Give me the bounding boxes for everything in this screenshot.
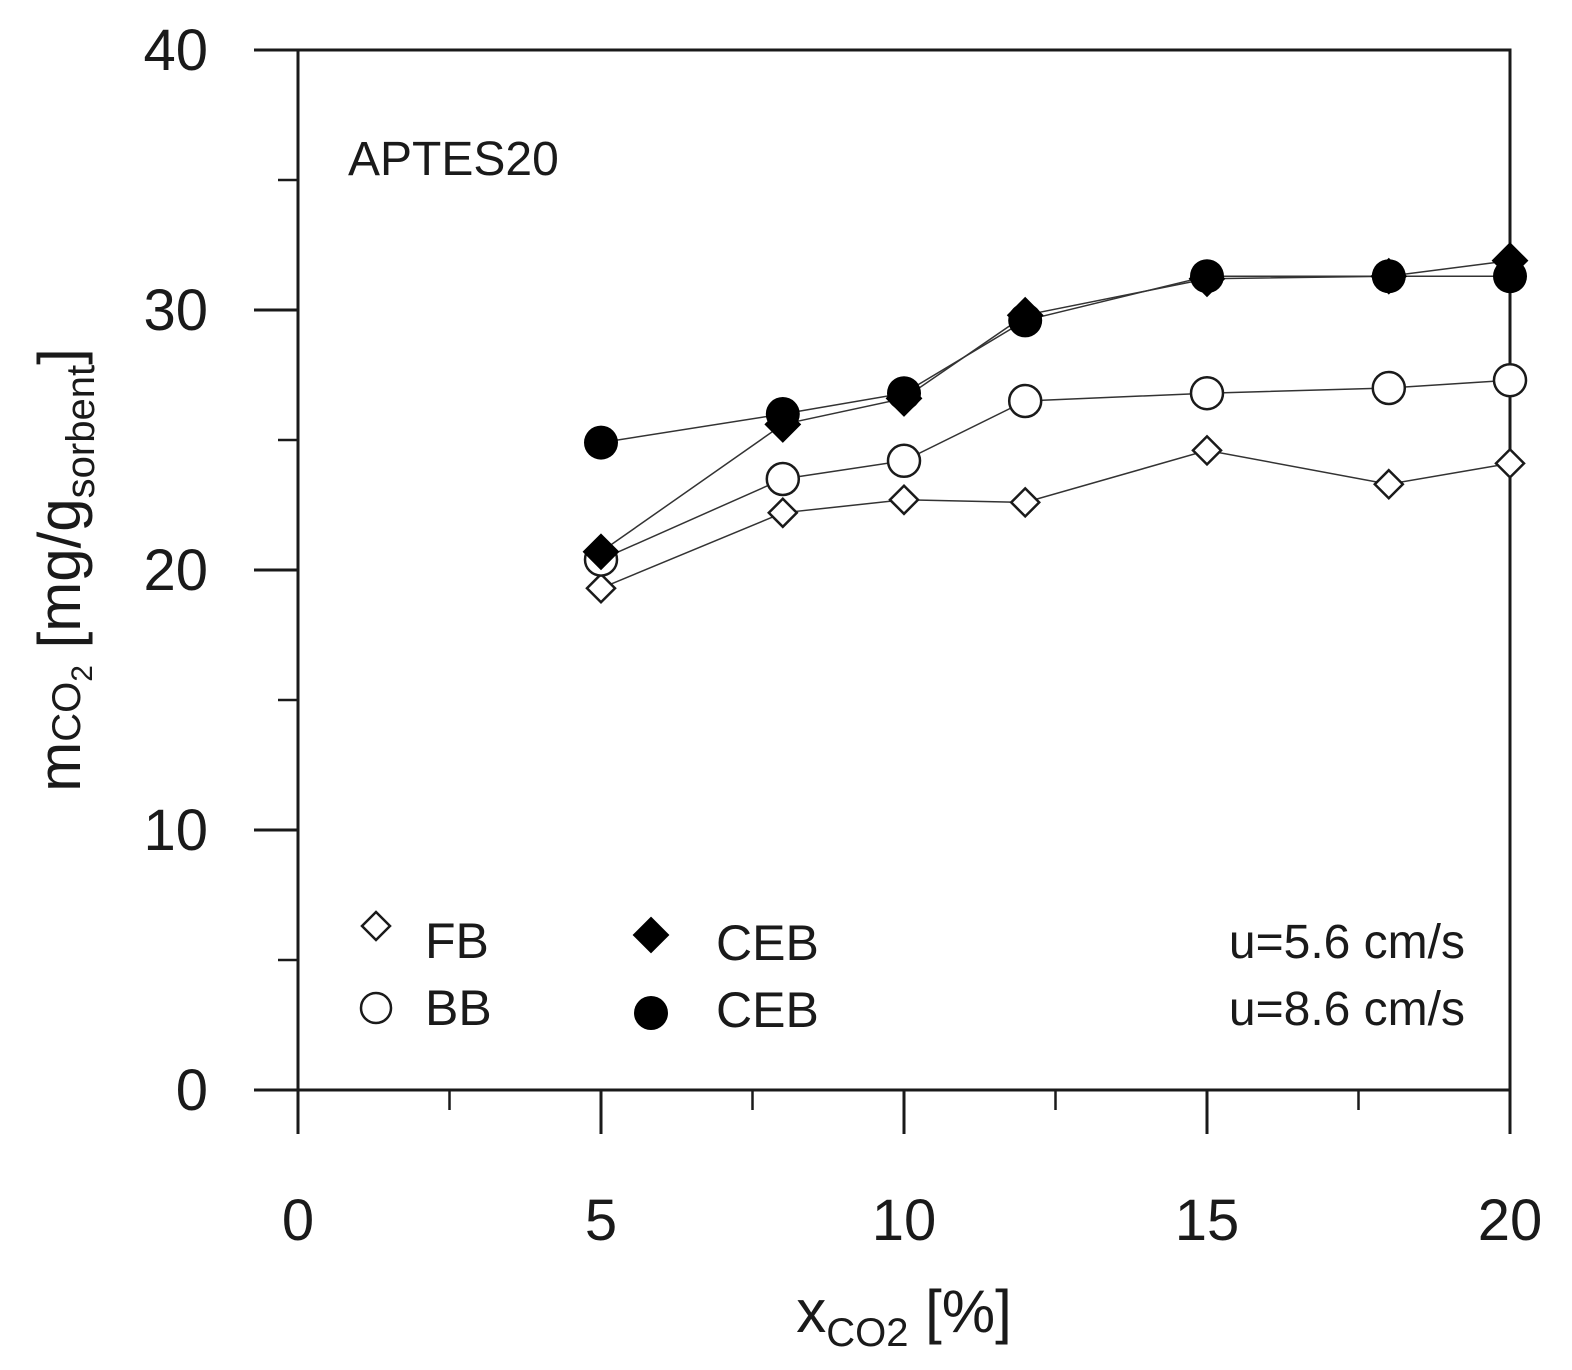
legend-note-u86: u=8.6 cm/s	[1229, 983, 1465, 1036]
y-axis-title-main: m	[26, 742, 93, 792]
tick-labels: 0 5 10 15 20 0 10 20 30 40	[143, 18, 1542, 1253]
sample-annotation: APTES20	[348, 133, 559, 186]
data-point-circle-filled	[765, 397, 800, 431]
axis-ticks	[254, 48, 1512, 1134]
data-point-circle-filled	[1008, 303, 1043, 338]
data-point-diamond-filled	[582, 533, 620, 571]
y-tick-label: 10	[143, 798, 208, 863]
data-point-circle-filled	[1493, 259, 1527, 294]
x-tick-label: 0	[282, 1188, 314, 1253]
legend-marker-ceb-u56	[632, 916, 670, 954]
data-point-circle-filled	[1371, 259, 1406, 294]
data-point-circle-open	[765, 461, 801, 497]
x-axis-title: xCO2 [%]	[796, 1278, 1012, 1355]
x-tick-label: 5	[585, 1188, 617, 1253]
data-point-diamond-open	[1191, 434, 1223, 467]
series-line-diamond-open	[600, 449, 1511, 589]
data-point-circle-open	[1007, 383, 1043, 419]
x-tick-label: 20	[1478, 1188, 1543, 1253]
data-point-diamond-open	[1494, 447, 1526, 480]
series-line-circle-filled	[600, 275, 1510, 444]
y-axis-title-sub-2: 2	[66, 665, 99, 682]
y-axis-title-mid: [mg/g	[26, 498, 93, 665]
series-line-diamond-filled	[600, 259, 1511, 553]
data-point-diamond-open	[1009, 486, 1041, 519]
legend-label-ceb-u86: CEB	[716, 982, 819, 1038]
x-tick-label: 10	[872, 1188, 937, 1253]
series-lines	[600, 259, 1511, 589]
legend: FB BB CEB CEB u=5.6 cm/s u=8.6 cm/s	[359, 910, 1465, 1038]
data-point-diamond-open	[1373, 468, 1405, 500]
data-point-diamond-open	[585, 572, 617, 604]
legend-label-fb: FB	[425, 913, 489, 969]
x-tick-label: 15	[1175, 1188, 1240, 1253]
data-point-circle-filled	[1190, 259, 1224, 294]
legend-note-u56: u=5.6 cm/s	[1229, 916, 1465, 969]
y-axis-title-end: ]	[26, 348, 93, 365]
data-point-circle-open	[1189, 375, 1225, 411]
data-markers	[582, 242, 1529, 604]
y-axis-title-sub-co: CO	[45, 682, 89, 742]
y-tick-label: 30	[143, 278, 208, 343]
x-axis-title-unit: [%]	[908, 1278, 1011, 1345]
legend-marker-bb	[359, 991, 393, 1025]
x-axis-title-main: x	[796, 1278, 826, 1345]
data-point-diamond-open	[767, 497, 799, 529]
data-point-circle-open	[1492, 362, 1528, 398]
y-tick-label: 40	[143, 18, 208, 83]
legend-label-ceb-u56: CEB	[716, 915, 819, 971]
y-axis-title: mCO2 [mg/gsorbent]	[26, 348, 103, 792]
legend-marker-fb	[360, 910, 392, 942]
x-axis-title-subscript: CO2	[826, 1311, 908, 1355]
data-point-diamond-open	[888, 484, 920, 516]
legend-marker-ceb-u86	[634, 996, 668, 1030]
series-line-circle-open	[600, 379, 1511, 561]
legend-label-bb: BB	[425, 980, 492, 1036]
y-axis-title-sub-sorbent: sorbent	[59, 365, 103, 498]
y-tick-label: 20	[143, 538, 208, 603]
data-point-circle-open	[886, 443, 922, 479]
y-tick-label: 0	[176, 1058, 208, 1123]
data-point-circle-filled	[887, 376, 921, 411]
data-point-circle-open	[1371, 370, 1407, 406]
data-point-circle-filled	[584, 425, 618, 460]
